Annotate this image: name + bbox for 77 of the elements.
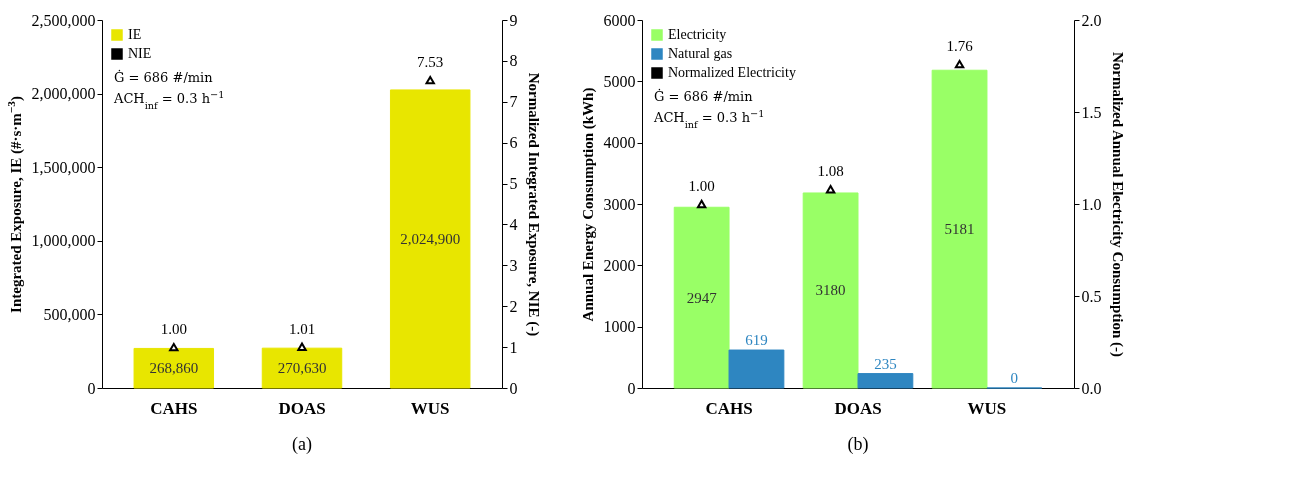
- bar: [133, 347, 215, 389]
- x-tick-label: CAHS: [150, 398, 198, 418]
- legend-label: Natural gas: [668, 46, 733, 61]
- x-tick-label: CAHS: [705, 398, 753, 418]
- y2-tick-label: 0: [509, 379, 518, 397]
- x-tick-label: DOAS: [834, 398, 882, 418]
- y2-tick-label: 5: [509, 175, 518, 193]
- annotation: Ġ = 686 #/min: [654, 88, 754, 104]
- text: (b): [847, 434, 869, 455]
- y-tick-label: 3000: [603, 195, 636, 213]
- data-label: 3180: [815, 282, 846, 299]
- y2-tick-label: 0.0: [1081, 379, 1102, 397]
- y2-tick-label: 8: [509, 52, 518, 70]
- data-label: 1.00: [160, 321, 187, 338]
- y-tick-label: 2,000,000: [31, 85, 96, 103]
- data-label: 1.08: [817, 163, 844, 180]
- point: [169, 342, 179, 352]
- bar: [857, 373, 914, 389]
- y2-tick-label: 4: [509, 215, 518, 233]
- bar: [802, 192, 859, 389]
- legend-label: NIE: [128, 46, 152, 61]
- y-tick-label: 1,000,000: [31, 232, 96, 250]
- data-label: 5181: [944, 221, 975, 238]
- data-label: 7.53: [417, 54, 444, 71]
- data-label: 1.00: [688, 178, 715, 194]
- y-tick-label: 5000: [603, 72, 636, 90]
- y2-tick-label: 7: [509, 93, 518, 111]
- data-label: 0: [1010, 370, 1019, 386]
- point: [297, 342, 307, 351]
- y2-tick-label: 2: [509, 297, 518, 315]
- annotation: ACH$_{inf}$ = 0.3 h$^{−1}$: [113, 88, 225, 111]
- y-tick-label: 6000: [603, 11, 636, 29]
- point: [425, 75, 435, 85]
- y-tick-label: 500,000: [43, 305, 96, 323]
- annotation: ACH$_{inf}$ = 0.3 h$^{−1}$: [653, 107, 765, 130]
- point: [825, 185, 836, 194]
- data-label: 268,860: [149, 360, 199, 377]
- y-tick-label: 2000: [603, 256, 636, 274]
- bar: [728, 349, 785, 389]
- y-tick-label: 1000: [603, 318, 636, 336]
- y-tick-label: 1,500,000: [31, 158, 96, 176]
- y-axis-title: Annual Energy Consumption (kWh): [579, 87, 597, 322]
- y-tick-label: 4000: [603, 134, 636, 152]
- x-tick-label: WUS: [410, 398, 450, 418]
- data-label: 235: [874, 355, 897, 372]
- annotation: Ġ = 686 #/min: [114, 69, 214, 85]
- data-label: 2947: [686, 289, 718, 306]
- y2-tick-label: 2.0: [1081, 11, 1102, 29]
- y2-tick-label: 6: [509, 134, 518, 152]
- bar: [931, 69, 988, 389]
- x-tick-label: DOAS: [278, 398, 326, 418]
- y-tick-label: 2,500,000: [31, 11, 96, 29]
- data-label: 1.76: [946, 38, 974, 55]
- y2-tick-label: 1.5: [1081, 103, 1102, 121]
- legend-label: Electricity: [668, 27, 727, 42]
- y2-axis-title: Normalized Integrated Exposure, NIE (-): [524, 72, 542, 337]
- y-tick-label: 0: [627, 379, 636, 397]
- x-tick-label: WUS: [967, 398, 1007, 418]
- y2-tick-label: 9: [509, 11, 518, 29]
- y2-axis-title: Normalized Annual Electricity Consumption (-): [1108, 52, 1126, 357]
- bar: [389, 89, 471, 389]
- y2-tick-label: 3: [509, 256, 518, 274]
- data-label: 1.01: [288, 320, 316, 337]
- legend-label: IE: [128, 27, 142, 42]
- bar: [261, 347, 343, 389]
- point: [696, 199, 707, 209]
- y-tick-label: 0: [87, 379, 96, 397]
- data-label: 2,024,900: [400, 230, 461, 247]
- y2-tick-label: 0.5: [1081, 287, 1102, 305]
- point: [954, 59, 965, 69]
- text: (a): [292, 434, 312, 455]
- data-label: 619: [745, 332, 768, 349]
- data-label: 270,630: [277, 360, 327, 377]
- legend-label: Normalized Electricity: [668, 65, 796, 80]
- bar: [673, 206, 730, 389]
- y2-tick-label: 1.0: [1081, 195, 1102, 213]
- y2-tick-label: 1: [509, 338, 518, 356]
